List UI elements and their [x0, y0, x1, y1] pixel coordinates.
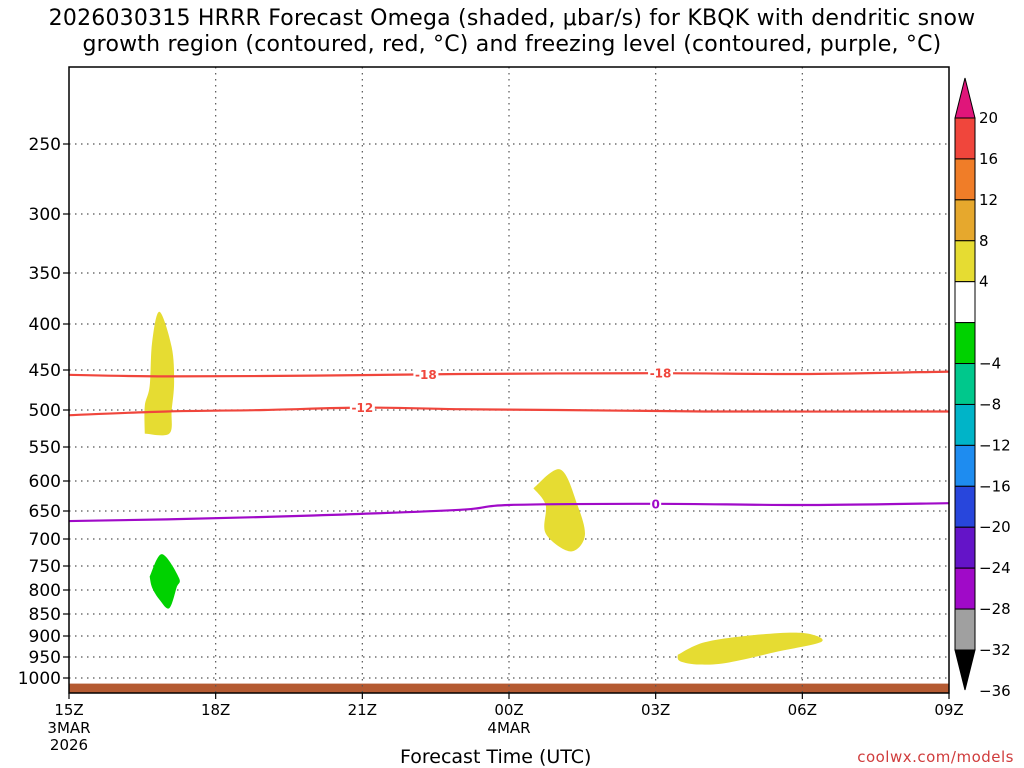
colorbar-bin--12_-8 — [954, 363, 976, 405]
colorbar-bin--32_-28 — [954, 567, 976, 610]
grid-layer — [69, 67, 949, 693]
colorbar-label--4: −4 — [979, 355, 1001, 373]
contour-label-bg-dgz-18-1 — [648, 366, 674, 381]
contour-label-freezing-level-0: 0 — [651, 497, 659, 511]
colorbar: 20 16 12 8 4 −4 −8 −12 −16 −20 −24 −28 −32 −36 — [954, 77, 1011, 700]
xtick-sub1-15Z: 3MAR — [47, 719, 90, 737]
colorbar-bin-16_20 — [954, 117, 976, 160]
xtick-label-18Z: 18Z — [201, 701, 230, 719]
ytick-label-850: 850 — [29, 605, 61, 625]
colorbar-label-12: 12 — [979, 191, 998, 209]
omega-area-3 — [533, 469, 585, 552]
ytick-label-350: 350 — [29, 264, 61, 284]
colorbar-bin--36_-32 — [954, 608, 976, 651]
ytick-label-250: 250 — [29, 135, 61, 155]
x-axis-title: Forecast Time (UTC) — [400, 746, 592, 768]
colorbar-label--28: −28 — [979, 600, 1011, 618]
colorbar-label--24: −24 — [979, 559, 1011, 577]
contour-label-dgz-12-0: -12 — [351, 401, 373, 415]
contour-label-bg-freezing-level-0 — [650, 496, 662, 511]
ytick-label-300: 300 — [29, 205, 61, 225]
colorbar-label--12: −12 — [979, 436, 1011, 454]
xtick-label-03Z: 03Z — [641, 701, 670, 719]
credit-text[interactable]: coolwx.com/models — [857, 748, 1014, 766]
contour-label-layer: -18 -18 -12 0 — [349, 366, 674, 511]
y-axis: 2503003504004505005506006507007508008509… — [18, 135, 69, 689]
ytick-label-550: 550 — [29, 438, 61, 458]
ytick-label-1000: 1000 — [18, 669, 61, 689]
xtick-label-09Z: 09Z — [934, 701, 963, 719]
xtick-sub2-15Z: 2026 — [50, 736, 88, 754]
ytick-label-450: 450 — [29, 361, 61, 381]
title-line-2: growth region (contoured, red, °C) and f… — [82, 32, 942, 57]
colorbar-bin-12_16 — [954, 158, 976, 201]
colorbar-label--32: −32 — [979, 641, 1011, 659]
colorbar-label--8: −8 — [979, 395, 1001, 413]
colorbar-bin--16_-12 — [954, 403, 976, 446]
ytick-label-500: 500 — [29, 401, 61, 421]
colorbar-label-20: 20 — [979, 109, 998, 127]
contour-layer — [69, 370, 949, 523]
contour-freezing-level — [69, 502, 949, 523]
colorbar-bin--20_-16 — [954, 444, 976, 487]
ytick-label-750: 750 — [29, 557, 61, 577]
ytick-label-650: 650 — [29, 502, 61, 522]
contour-label-dgz-18-1: -18 — [650, 367, 672, 381]
xtick-label-21Z: 21Z — [348, 701, 377, 719]
colorbar-label--20: −20 — [979, 518, 1011, 536]
omega-area-1 — [144, 311, 175, 436]
colorbar-label-4: 4 — [979, 273, 989, 291]
contour-dgz-12 — [69, 406, 949, 417]
colorbar-bin--24_-20 — [954, 485, 976, 528]
terrain-surface — [69, 683, 949, 693]
colorbar-top-arrow — [954, 77, 976, 119]
omega-area-2 — [149, 554, 180, 609]
contour-label-dgz-18-0: -18 — [415, 368, 437, 382]
xtick-sub1-00Z: 4MAR — [487, 719, 530, 737]
omega-shading-layer — [144, 311, 823, 665]
ytick-label-700: 700 — [29, 530, 61, 550]
title-line-1: 2026030315 HRRR Forecast Omega (shaded, … — [48, 6, 976, 31]
xtick-label-15Z: 15Z — [54, 701, 83, 719]
colorbar-label-16: 16 — [979, 150, 998, 168]
colorbar-bin--4_4 — [954, 281, 976, 324]
ytick-label-800: 800 — [29, 581, 61, 601]
contour-dgz-18 — [69, 370, 949, 378]
chart-title: 2026030315 HRRR Forecast Omega (shaded, … — [0, 6, 1024, 58]
xtick-label-06Z: 06Z — [788, 701, 817, 719]
ytick-label-400: 400 — [29, 315, 61, 335]
xtick-label-00Z: 00Z — [494, 701, 523, 719]
colorbar-label--16: −16 — [979, 477, 1011, 495]
colorbar-label--36: −36 — [979, 682, 1011, 700]
colorbar-bin--28_-24 — [954, 526, 976, 569]
colorbar-bin--8_-4 — [954, 322, 976, 365]
ytick-label-950: 950 — [29, 648, 61, 668]
colorbar-bottom-arrow — [954, 649, 976, 691]
contour-label-bg-dgz-12-0 — [349, 400, 375, 415]
ytick-label-900: 900 — [29, 627, 61, 647]
ytick-label-600: 600 — [29, 472, 61, 492]
colorbar-bin-8_12 — [954, 199, 976, 242]
colorbar-label-8: 8 — [979, 232, 989, 250]
omega-area-4 — [677, 632, 823, 665]
colorbar-bin-4_8 — [954, 240, 976, 283]
terrain-layer — [69, 683, 949, 693]
contour-label-bg-dgz-18-0 — [413, 367, 439, 382]
